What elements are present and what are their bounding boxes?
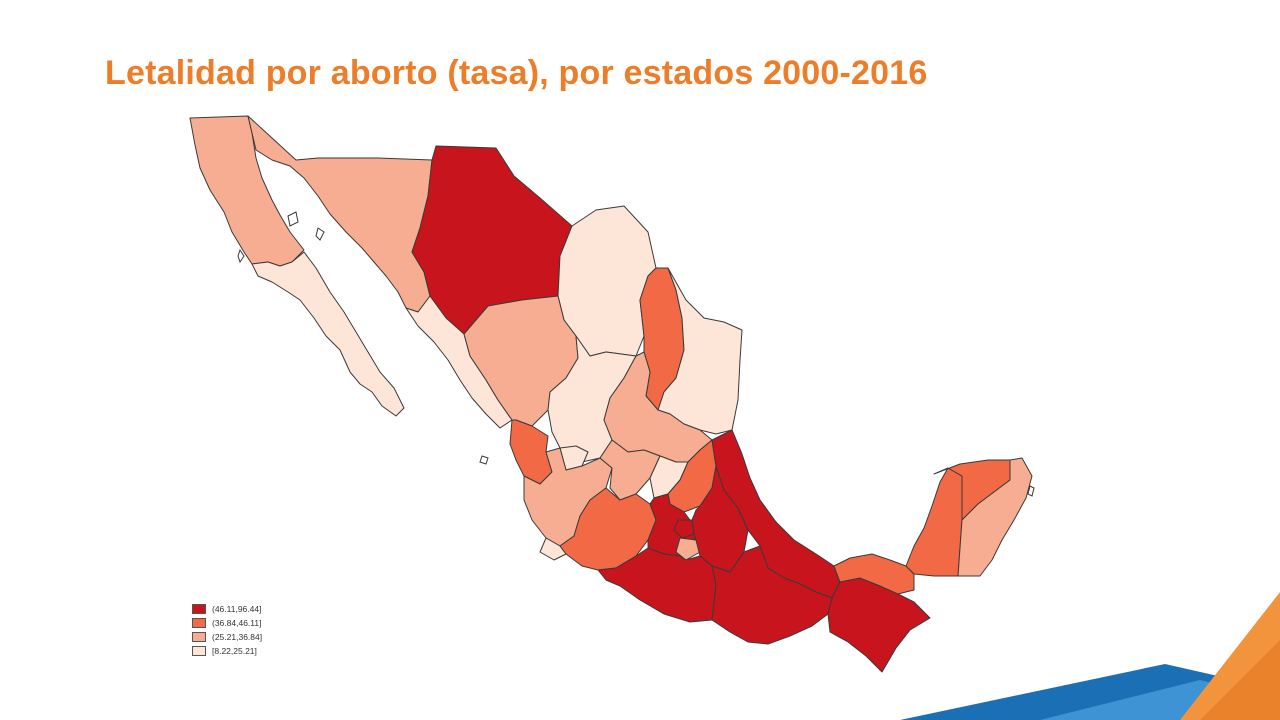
region-colima (539, 537, 567, 561)
slide-title: Letalidad por aborto (tasa), por estados… (105, 54, 928, 92)
legend-swatch (192, 632, 206, 642)
legend-label: (46.11,96.44] (212, 604, 262, 614)
deco-orange-shade (1200, 640, 1280, 720)
legend-label: [8.22,25.21] (212, 646, 257, 656)
island-tres-marias (479, 455, 489, 465)
island-angel (315, 227, 325, 241)
region-baja-california-sur (251, 251, 405, 417)
region-jalisco (523, 447, 613, 547)
legend-item: [8.22,25.21] (192, 645, 292, 657)
region-ciudad-de-mexico (673, 519, 695, 539)
region-zacatecas (547, 335, 637, 469)
island-cedros (237, 248, 245, 264)
region-morelos (675, 537, 701, 561)
map-panel (178, 105, 1044, 679)
island-cozumel (1027, 485, 1035, 497)
legend-label: (36.84,46.11] (212, 618, 262, 628)
region-quintana-roo (957, 457, 1033, 577)
map-legend: (46.11,96.44] (36.84,46.11] (25.21,36.84… (192, 603, 292, 659)
mexico-choropleth-map (189, 115, 1035, 673)
legend-label: (25.21,36.84] (212, 632, 263, 642)
legend-item: (25.21,36.84] (192, 631, 292, 643)
legend-item: (46.11,96.44] (192, 603, 292, 615)
legend-swatch (192, 646, 206, 656)
legend-item: (36.84,46.11] (192, 617, 292, 629)
legend-swatch (192, 618, 206, 628)
region-tabasco (833, 553, 915, 595)
island-tiburon (287, 211, 299, 227)
legend-swatch (192, 604, 206, 614)
